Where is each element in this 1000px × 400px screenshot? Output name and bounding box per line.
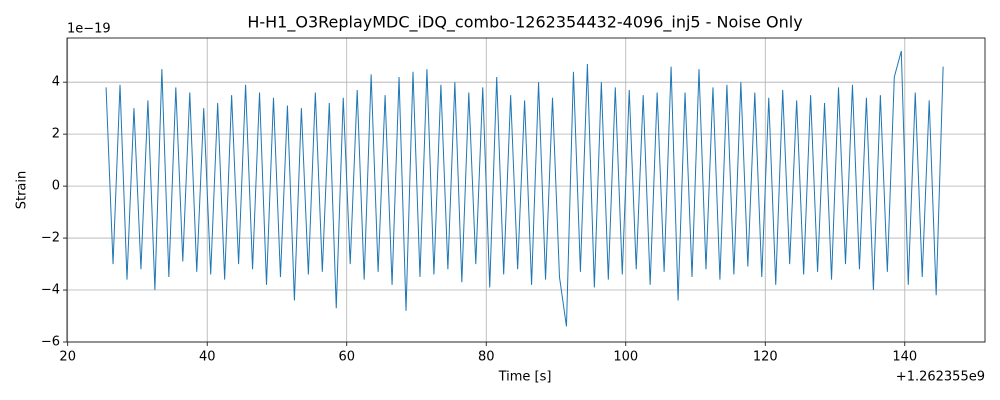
y-tick-label: 2	[52, 127, 60, 142]
y-tick-label: 4	[52, 75, 60, 90]
y-tick-label: −4	[41, 283, 60, 298]
y-tick-label: −2	[41, 231, 60, 246]
plot-frame	[66, 37, 986, 343]
x-tick-label: 120	[753, 350, 778, 365]
y-tick-label: −6	[41, 335, 60, 350]
y-offset-label: 1e−19	[67, 22, 111, 37]
x-tick-label: 100	[613, 350, 638, 365]
x-axis-label: Time [s]	[498, 370, 552, 385]
x-tick-label: 60	[338, 350, 355, 365]
y-axis-label: Strain	[15, 171, 30, 210]
x-tick-label: 140	[892, 350, 917, 365]
x-tick-label: 80	[478, 350, 495, 365]
x-tick-label: 40	[199, 350, 216, 365]
chart-title: H-H1_O3ReplayMDC_iDQ_combo-1262354432-40…	[247, 13, 802, 33]
x-offset-label: +1.262355e9	[896, 370, 985, 385]
y-tick-label: 0	[52, 179, 60, 194]
x-tick-label: 20	[59, 350, 76, 365]
strain-line	[105, 50, 944, 327]
